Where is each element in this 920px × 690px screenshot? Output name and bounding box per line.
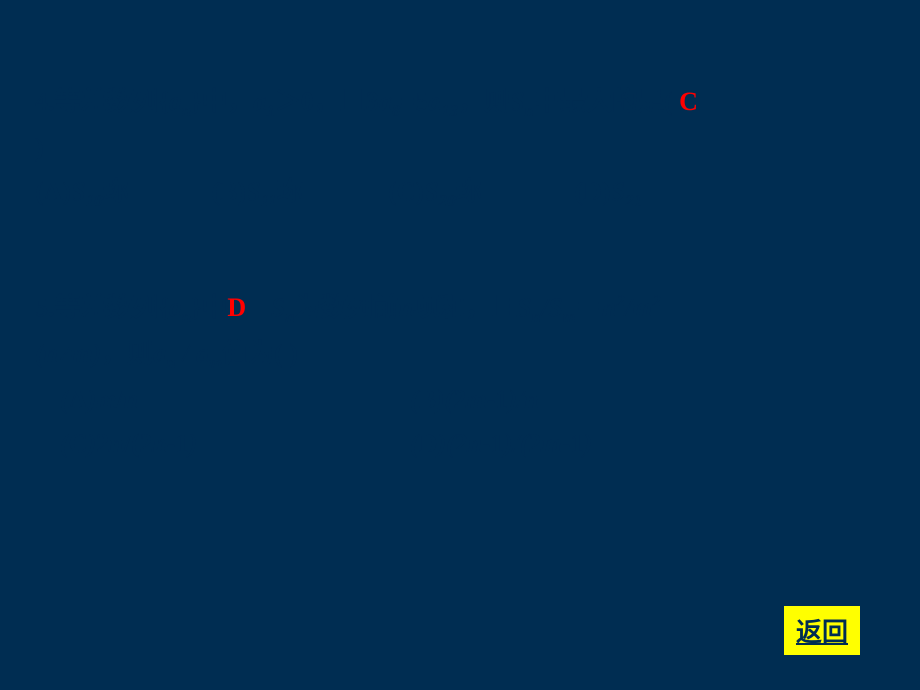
q4-number: 4. [35,87,55,116]
q4-text: 4.等差数列{an}中，a1＞0，且3a8=5a13，则Sn中最大的是( C [35,80,885,126]
q5-option-a: (A)m/n [60,378,410,422]
q5-options: (A)m/n (B)(2m-1)/n (C)2n/(2n-1) (D)(2n-1… [35,378,885,466]
q4-option-c: (C)S20珎 [388,170,568,216]
q4-option-b: (B)S11珎 [212,170,382,216]
q4-close-paren: ) [35,126,885,170]
q4-options: (A)S10珎 (B)S11珎 (C)S20珎 (D)S21 [35,170,885,216]
q4-option-a: (A)S10珎 [35,170,205,216]
return-button[interactable]: 返回 [784,606,860,655]
question-4: 4.等差数列{an}中，a1＞0，且3a8=5a13，则Sn中最大的是( C )… [35,80,885,216]
q5-option-b: (B)(2m-1)/n [410,378,539,422]
q4-answer: C [679,87,698,116]
question-5: 5.等差数列{an}中D， Sn为数列前n项和，且Sn/Sm＝n2/m2 (n≠… [35,286,885,466]
q5-option-d: (D)(2n-1)/(2m-1) [410,422,592,466]
q5-option-c: (C)2n/(2n-1) [60,422,410,466]
q5-answer: D [227,293,246,322]
q4-option-d: (D)S21 [575,170,642,216]
q5-number: 5. [35,293,55,322]
q5-text-line1: 5.等差数列{an}中D， Sn为数列前n项和，且Sn/Sm＝n2/m2 [35,286,885,332]
q5-text-line2: (n≠m)，则an / am值为( ) [35,332,885,378]
